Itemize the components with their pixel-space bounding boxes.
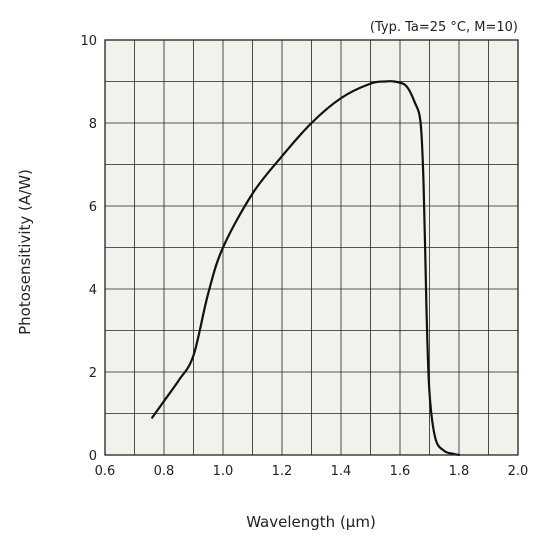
y-tick-label: 6: [89, 200, 97, 215]
y-tick-label: 0: [89, 449, 97, 464]
y-tick-label: 4: [89, 283, 97, 298]
y-tick-label: 2: [89, 366, 97, 381]
condition-annotation: (Typ. Ta=25 °C, M=10): [370, 20, 518, 35]
x-tick-label: 1.6: [390, 464, 411, 479]
plot-frame: [104, 39, 519, 456]
y-tick-label: 8: [89, 117, 97, 132]
x-tick-label: 0.6: [95, 464, 116, 479]
x-axis-label: Wavelength (µm): [246, 513, 376, 531]
y-tick-labels: 0 2 4 6 8 10: [80, 34, 97, 464]
x-tick-label: 1.4: [331, 464, 352, 479]
y-axis-label: Photosensitivity (A/W): [16, 169, 34, 335]
x-tick-label: 1.0: [213, 464, 234, 479]
y-tick-label: 10: [80, 34, 97, 49]
x-tick-labels: 0.6 0.8 1.0 1.2 1.4 1.6 1.8 2.0: [95, 464, 529, 479]
photosensitivity-curve: [151, 80, 461, 457]
x-tick-label: 1.8: [449, 464, 470, 479]
x-tick-label: 2.0: [508, 464, 529, 479]
x-tick-label: 1.2: [272, 464, 293, 479]
x-tick-label: 0.8: [154, 464, 175, 479]
